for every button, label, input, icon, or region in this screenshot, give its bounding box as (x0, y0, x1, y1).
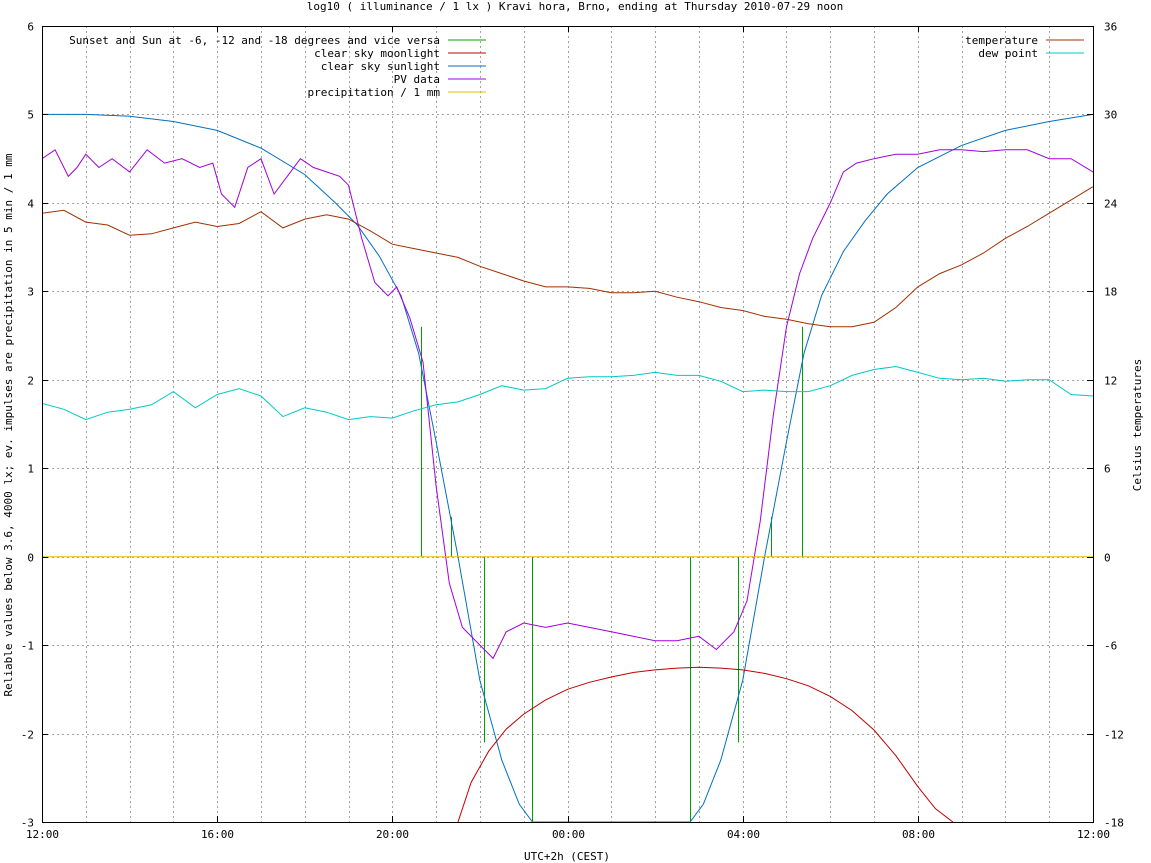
y2-tick-label: 18 (1104, 286, 1117, 299)
x-axis-label: UTC+2h (CEST) (524, 850, 610, 863)
legend-entry-label: precipitation / 1 mm (308, 86, 441, 99)
x-tick-label: 08:00 (902, 828, 935, 841)
y-tick-label: 6 (27, 21, 34, 34)
y2-axis-label: Celsius temperatures (1131, 359, 1144, 491)
series-clear-sky-moonlight (457, 666, 954, 822)
y-tick-label: -2 (21, 729, 34, 742)
series-pv-data (42, 149, 1093, 660)
legend-entry-label: temperature (965, 34, 1038, 47)
y2-tick-label: 6 (1104, 463, 1111, 476)
y-tick-label: 5 (27, 109, 34, 122)
y-axis-label: Reliable values below 3.6, 4000 lx; ev. … (2, 153, 15, 696)
legend-entry-label: Sunset and Sun at -6, -12 and -18 degree… (69, 34, 440, 47)
y-tick-label: -3 (21, 817, 34, 830)
y2-tick-label: -6 (1104, 640, 1117, 653)
y-tick-label: 4 (27, 198, 34, 211)
y2-tick-label: 36 (1104, 21, 1117, 34)
chart-title: log10 ( illuminance / 1 lx ) Kravi hora,… (307, 0, 843, 13)
legend-entry-label: PV data (394, 73, 440, 86)
y2-tick-label: 24 (1104, 198, 1118, 211)
y-tick-label: -1 (21, 640, 34, 653)
y-tick-label: 2 (27, 375, 34, 388)
y2-tick-label: 12 (1104, 375, 1117, 388)
x-tick-label: 16:00 (201, 828, 234, 841)
y-tick-label: 1 (27, 463, 34, 476)
legend-entry-label: clear sky moonlight (314, 47, 440, 60)
legend-entry-label: dew point (978, 47, 1038, 60)
y2-tick-label: -18 (1104, 817, 1124, 830)
y-tick-label: 0 (27, 552, 34, 565)
y2-tick-label: 30 (1104, 109, 1117, 122)
y2-tick-label: 0 (1104, 552, 1111, 565)
x-tick-label: 04:00 (727, 828, 760, 841)
legend: Sunset and Sun at -6, -12 and -18 degree… (69, 34, 1084, 99)
x-tick-label: 12:00 (26, 828, 59, 841)
series-clear-sky-sunlight (42, 113, 1093, 822)
y-tick-label: 3 (27, 286, 34, 299)
series-dew-point (42, 365, 1093, 421)
x-tick-label: 00:00 (552, 828, 585, 841)
series-layer (42, 113, 1093, 822)
grid (42, 26, 1093, 822)
x-tick-label: 20:00 (376, 828, 409, 841)
legend-entry-label: clear sky sunlight (321, 60, 440, 73)
y2-tick-label: -12 (1104, 729, 1124, 742)
series-temperature (42, 186, 1093, 328)
x-tick-label: 12:00 (1077, 828, 1110, 841)
